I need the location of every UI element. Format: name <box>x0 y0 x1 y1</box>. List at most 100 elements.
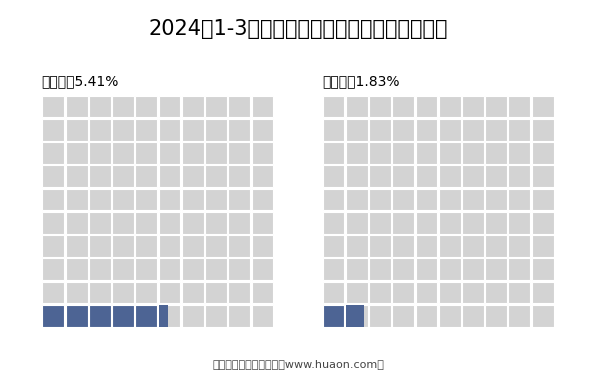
Bar <box>322 212 344 234</box>
Bar <box>252 96 274 118</box>
Bar <box>182 166 204 187</box>
Bar <box>439 258 461 280</box>
Bar <box>415 188 437 210</box>
Bar <box>369 166 391 187</box>
Bar <box>42 282 64 303</box>
Bar <box>205 188 227 210</box>
Bar <box>439 142 461 164</box>
Bar <box>228 212 250 234</box>
Bar <box>392 96 414 118</box>
Bar <box>182 96 204 118</box>
Bar <box>439 96 461 118</box>
Bar <box>369 188 391 210</box>
Bar <box>439 305 461 326</box>
Bar <box>369 282 391 303</box>
Bar <box>159 235 181 257</box>
Bar <box>532 96 554 118</box>
Bar <box>369 142 391 164</box>
Bar <box>42 305 64 326</box>
Bar <box>66 258 88 280</box>
Bar <box>159 119 181 141</box>
Bar <box>508 212 530 234</box>
Bar <box>346 119 368 141</box>
Bar <box>392 119 414 141</box>
Bar <box>415 119 437 141</box>
Bar <box>205 282 227 303</box>
Bar <box>485 119 507 141</box>
Bar <box>252 258 274 280</box>
Bar <box>346 282 368 303</box>
Bar <box>462 166 484 187</box>
Bar <box>205 258 227 280</box>
Bar <box>508 305 530 326</box>
Bar <box>228 235 250 257</box>
Bar <box>42 188 64 210</box>
Bar <box>159 142 181 164</box>
Bar <box>135 119 157 141</box>
Bar <box>415 142 437 164</box>
Bar <box>532 212 554 234</box>
Bar <box>182 119 204 141</box>
Bar <box>205 235 227 257</box>
Bar <box>159 258 181 280</box>
Bar <box>439 119 461 141</box>
Bar <box>439 282 461 303</box>
Bar <box>462 119 484 141</box>
Bar <box>89 142 111 164</box>
Bar <box>485 258 507 280</box>
Bar <box>346 305 368 326</box>
Bar <box>508 235 530 257</box>
Bar <box>392 142 414 164</box>
Bar <box>66 96 88 118</box>
Bar <box>42 142 64 164</box>
Bar <box>112 282 134 303</box>
Bar <box>322 96 344 118</box>
Bar <box>508 258 530 280</box>
Bar <box>252 235 274 257</box>
Bar <box>322 188 344 210</box>
Bar <box>228 119 250 141</box>
Bar <box>42 166 64 187</box>
Bar <box>462 212 484 234</box>
Bar <box>66 119 88 141</box>
Bar <box>112 166 134 187</box>
Bar <box>252 282 274 303</box>
Bar <box>346 188 368 210</box>
Bar <box>392 305 414 326</box>
Bar <box>485 282 507 303</box>
Bar <box>112 305 134 326</box>
Bar <box>508 166 530 187</box>
Bar <box>228 166 250 187</box>
Bar <box>392 258 414 280</box>
Bar <box>205 96 227 118</box>
Bar <box>66 142 88 164</box>
Bar <box>346 166 368 187</box>
Bar <box>252 142 274 164</box>
Bar <box>439 235 461 257</box>
Bar <box>42 258 64 280</box>
Bar <box>346 235 368 257</box>
Bar <box>415 282 437 303</box>
Text: 福利彩票5.41%: 福利彩票5.41% <box>42 74 119 88</box>
Bar <box>485 305 507 326</box>
Bar <box>322 119 344 141</box>
Bar <box>508 282 530 303</box>
Text: 2024年1-3月新疆福彩及体彩销售额占全国比重: 2024年1-3月新疆福彩及体彩销售额占全国比重 <box>148 19 448 39</box>
Bar <box>159 188 181 210</box>
Bar <box>42 235 64 257</box>
Bar <box>252 188 274 210</box>
Bar <box>369 96 391 118</box>
Bar <box>66 305 88 326</box>
Bar <box>415 212 437 234</box>
Bar <box>112 212 134 234</box>
Bar <box>252 119 274 141</box>
Bar <box>369 258 391 280</box>
Bar <box>89 212 111 234</box>
Bar <box>415 305 437 326</box>
Bar <box>369 305 391 326</box>
Bar <box>112 188 134 210</box>
Bar <box>182 188 204 210</box>
Bar <box>532 166 554 187</box>
Bar <box>508 96 530 118</box>
Bar <box>89 188 111 210</box>
